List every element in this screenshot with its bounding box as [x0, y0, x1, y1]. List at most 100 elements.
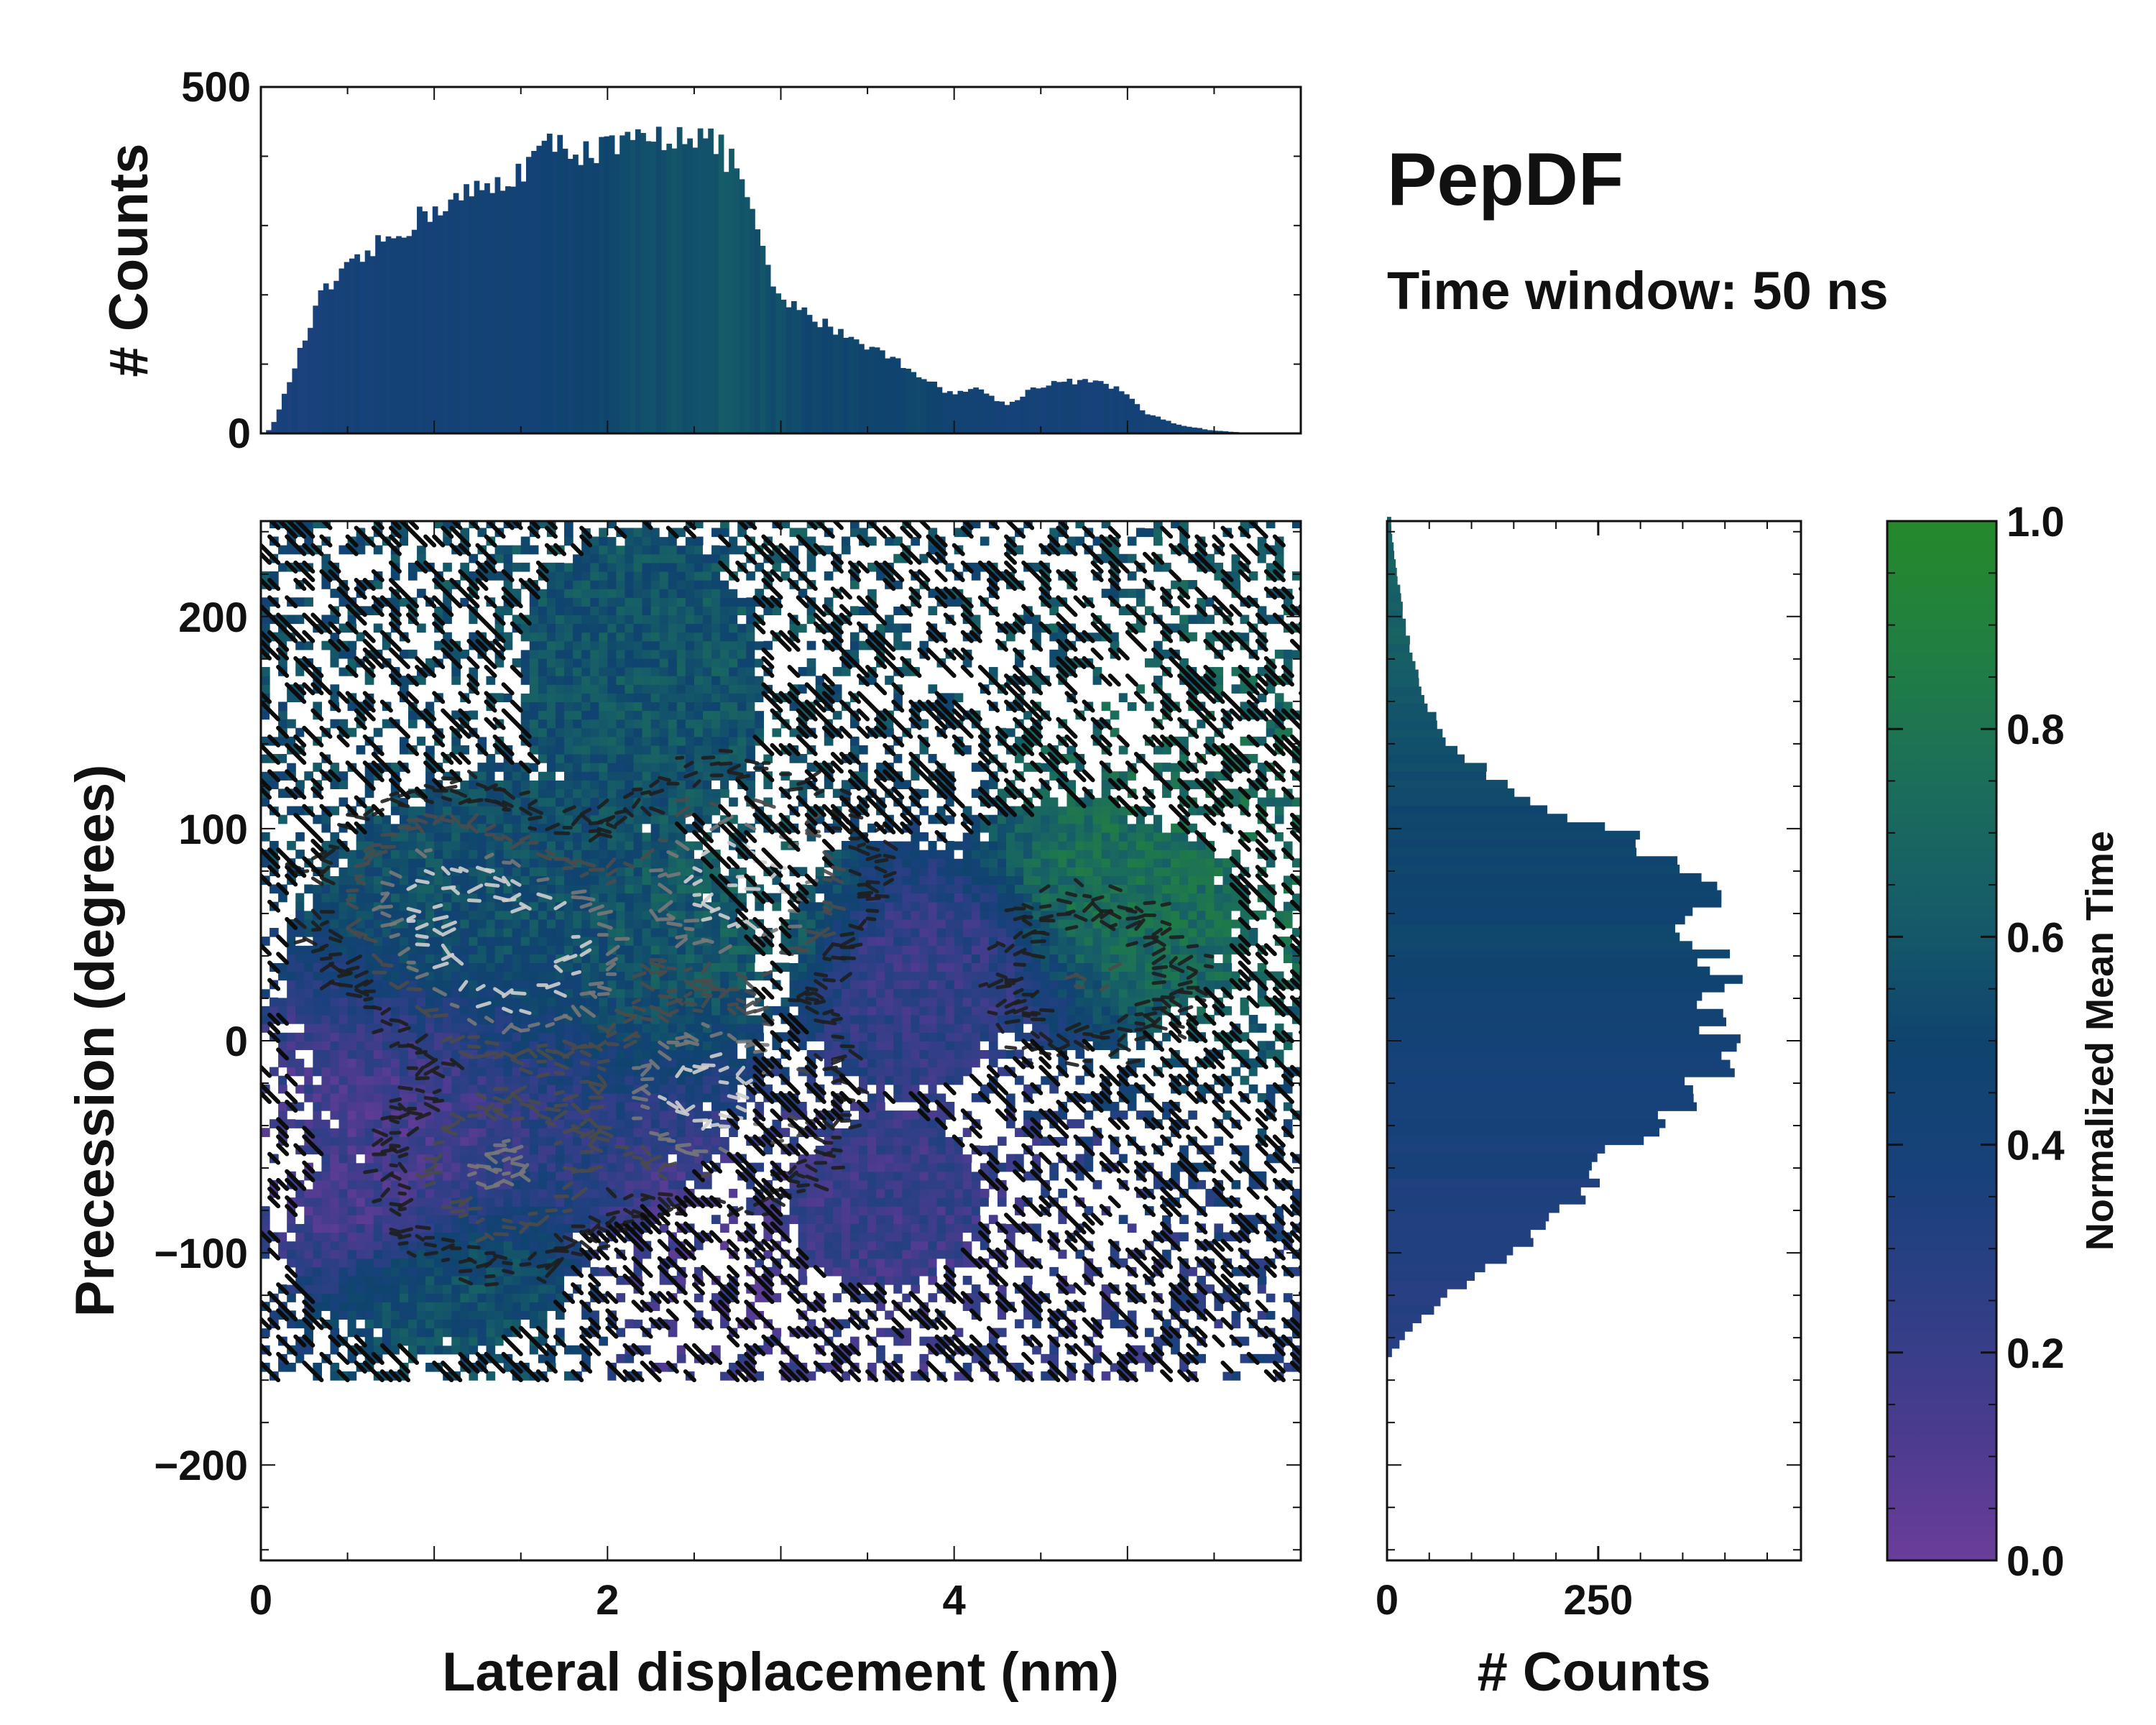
heatmap-cell	[538, 1128, 548, 1137]
heatmap-cell	[607, 727, 617, 737]
heatmap-cell	[694, 710, 704, 720]
top-histogram-bar	[625, 132, 631, 434]
heatmap-cell	[287, 545, 296, 555]
heatmap-cell	[555, 910, 565, 920]
heatmap-cell	[590, 884, 599, 894]
heatmap-cell	[338, 1136, 349, 1146]
heatmap-cell	[347, 640, 357, 650]
heatmap-cell	[685, 580, 695, 589]
heatmap-cell	[546, 763, 556, 772]
heatmap-cell	[347, 658, 357, 668]
heatmap-cell	[546, 797, 556, 807]
heatmap-cell	[529, 710, 539, 720]
heatmap-cell	[321, 841, 331, 850]
heatmap-cell	[443, 1145, 452, 1155]
top-histogram-bar	[941, 392, 948, 433]
heatmap-cell	[616, 910, 626, 920]
heatmap-cell	[261, 832, 270, 842]
heatmap-cell	[538, 649, 548, 659]
heatmap-cell	[399, 597, 409, 607]
heatmap-cell	[373, 1058, 383, 1068]
top-histogram-bar	[1144, 414, 1151, 433]
heatmap-cell	[694, 649, 704, 659]
heatmap-cell	[477, 858, 487, 868]
top-histogram-bar	[838, 328, 844, 433]
heatmap-cell	[443, 850, 452, 859]
heatmap-cell	[633, 623, 643, 633]
heatmap-cell	[668, 623, 678, 633]
heatmap-cell	[607, 632, 617, 642]
heatmap-cell	[494, 937, 505, 946]
heatmap-cell	[321, 1049, 331, 1059]
top-histogram-bar	[515, 163, 522, 433]
heatmap-cell	[590, 597, 599, 607]
heatmap-cell	[356, 850, 366, 859]
heatmap-cell	[390, 823, 400, 833]
heatmap-cell	[486, 1032, 496, 1041]
heatmap-cell	[486, 954, 496, 964]
heatmap-cell	[390, 745, 400, 755]
heatmap-cell	[356, 841, 366, 850]
heatmap-cell	[633, 1179, 643, 1190]
heatmap-cell	[477, 1328, 487, 1338]
heatmap-cell	[650, 589, 660, 598]
heatmap-cell	[607, 1154, 617, 1164]
heatmap-cell	[546, 710, 556, 720]
heatmap-cell	[520, 640, 530, 650]
top-histogram-bar	[479, 190, 485, 433]
top-histogram-bar	[505, 186, 511, 433]
top-histogram-bar	[578, 165, 584, 434]
heatmap-cell	[278, 710, 287, 720]
heatmap-cell	[616, 702, 626, 712]
heatmap-cell	[555, 814, 565, 824]
top-histogram-bar	[687, 138, 694, 433]
heatmap-cell	[321, 1041, 331, 1050]
heatmap-cell	[581, 562, 591, 572]
heatmap-cell	[590, 571, 599, 581]
heatmap-cell	[382, 1067, 392, 1077]
heatmap-cell	[694, 632, 704, 642]
heatmap-cell	[364, 1258, 374, 1268]
heatmap-cell	[347, 937, 357, 946]
heatmap-cell	[460, 945, 469, 954]
heatmap-cell	[364, 823, 374, 833]
heatmap-cell	[520, 1136, 530, 1146]
heatmap-cell	[676, 623, 686, 633]
heatmap-cell	[642, 684, 652, 694]
heatmap-cell	[295, 597, 305, 607]
heatmap-cell	[477, 1197, 487, 1207]
heatmap-cell	[407, 971, 418, 981]
heatmap-cell	[477, 1223, 487, 1233]
top-histogram-bar	[510, 186, 517, 433]
heatmap-cell	[650, 702, 660, 712]
heatmap-cell	[477, 763, 487, 772]
heatmap-cell	[564, 771, 573, 781]
heatmap-cell	[659, 589, 669, 598]
heatmap-cell	[573, 676, 582, 685]
heatmap-cell	[407, 719, 418, 729]
heatmap-cell	[313, 1215, 323, 1224]
heatmap-cell	[711, 615, 721, 625]
heatmap-cell	[390, 901, 400, 911]
heatmap-cell	[633, 553, 643, 564]
heatmap-cell	[564, 814, 573, 824]
heatmap-cell	[486, 1067, 496, 1077]
heatmap-cell	[330, 1328, 340, 1338]
heatmap-cell	[607, 676, 617, 685]
top-histogram-bar	[469, 196, 475, 433]
top-histogram-bar	[390, 238, 397, 433]
heatmap-cell	[633, 649, 643, 659]
heatmap-cell	[321, 988, 331, 998]
heatmap-cell	[373, 580, 383, 589]
heatmap-cell	[417, 1249, 426, 1259]
heatmap-cell	[330, 719, 340, 729]
heatmap-cell	[659, 945, 669, 954]
heatmap-cell	[590, 1110, 599, 1120]
heatmap-cell	[390, 1319, 400, 1329]
heatmap-cell	[702, 632, 712, 642]
heatmap-cell	[460, 1145, 469, 1155]
heatmap-cell	[599, 623, 608, 633]
heatmap-cell	[564, 667, 573, 676]
heatmap-cell	[399, 884, 409, 894]
top-histogram-bar	[432, 206, 438, 433]
